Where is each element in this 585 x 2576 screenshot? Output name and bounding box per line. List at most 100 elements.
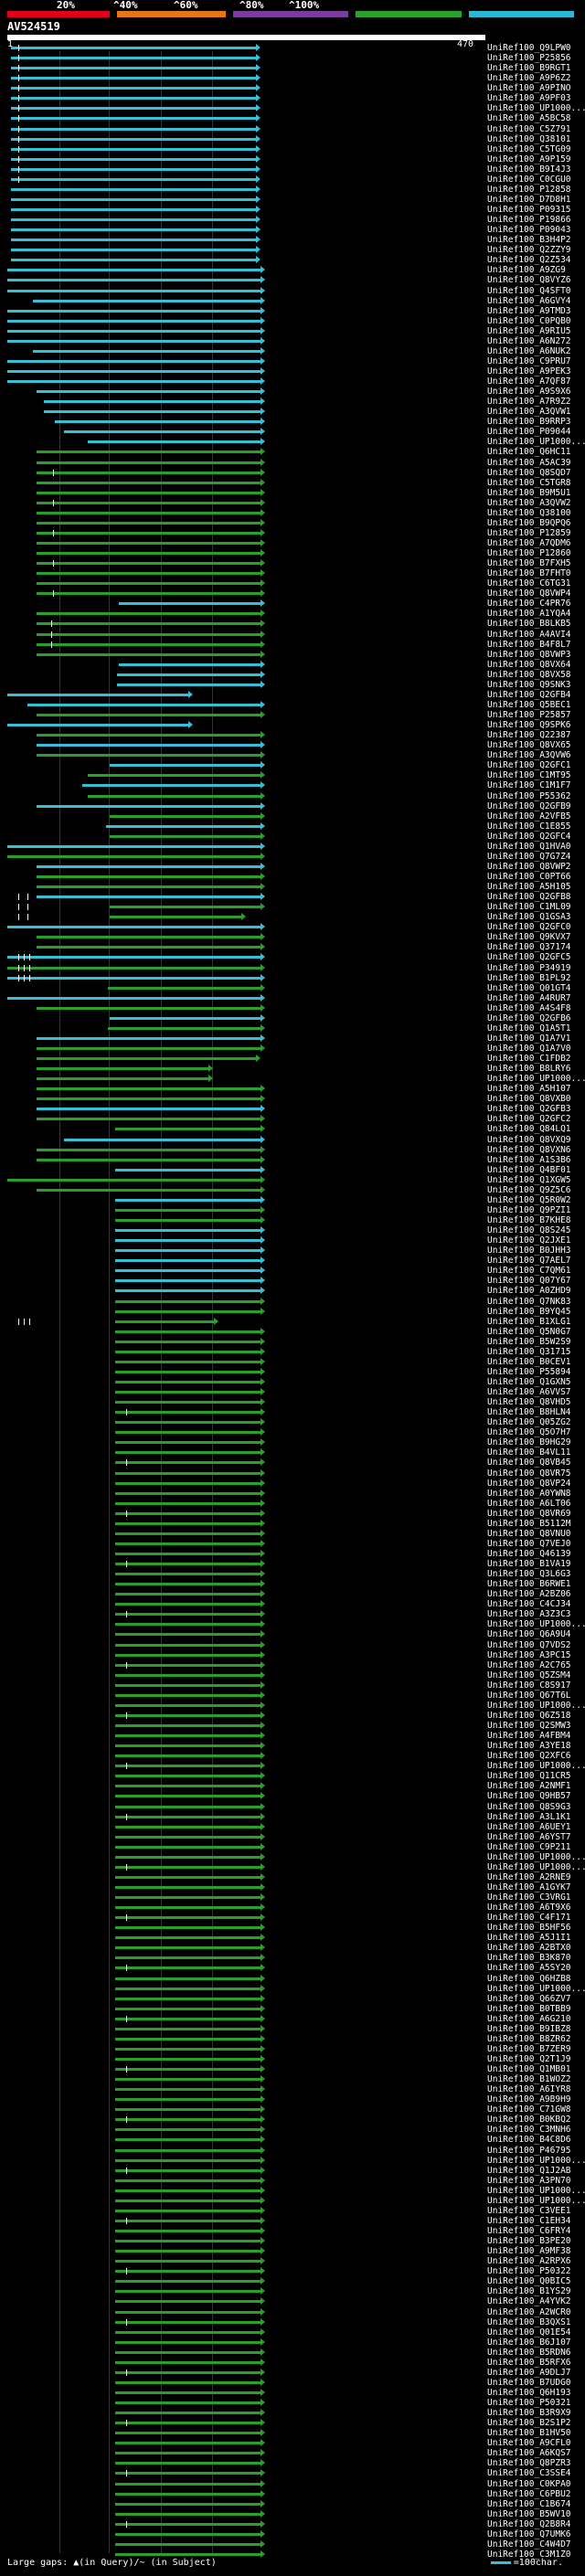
hit-alignment-bar[interactable] (115, 1693, 261, 1697)
hit-alignment-bar[interactable] (115, 2058, 261, 2061)
hit-label[interactable]: UniRef100_Q5ZSM4 (487, 1670, 571, 1680)
hit-label[interactable]: UniRef100_Q01GT4 (487, 982, 571, 993)
hit-row[interactable]: UniRef100_Q2GFB6 (0, 1013, 585, 1023)
hit-row[interactable]: UniRef100_Q2GFB3 (0, 1104, 585, 1114)
hit-alignment-bar[interactable] (37, 804, 261, 808)
hit-alignment-bar[interactable] (82, 784, 261, 788)
hit-alignment-bar[interactable] (115, 2482, 261, 2486)
hit-row[interactable]: UniRef100_P09044 (0, 427, 585, 437)
hit-row[interactable]: UniRef100_Q67T6L (0, 1691, 585, 1701)
hit-label[interactable]: UniRef100_B8LKB5 (487, 619, 571, 630)
hit-row[interactable]: UniRef100_A3QVW6 (0, 750, 585, 760)
hit-label[interactable]: UniRef100_Q6HC11 (487, 447, 571, 458)
hit-label[interactable]: UniRef100_Q38101 (487, 133, 571, 144)
hit-label[interactable]: UniRef100_Q5O7H7 (487, 1427, 571, 1438)
hit-row[interactable]: UniRef100_UP1000... (0, 1074, 585, 1084)
hit-alignment-bar[interactable] (115, 2390, 261, 2394)
hit-row[interactable]: UniRef100_P55894 (0, 1367, 585, 1377)
hit-row[interactable]: UniRef100_Q2GFC2 (0, 1114, 585, 1124)
hit-row[interactable]: UniRef100_Q2GFC4 (0, 832, 585, 842)
hit-alignment-bar[interactable] (115, 2037, 261, 2041)
hit-alignment-bar[interactable] (37, 642, 261, 646)
hit-row[interactable]: UniRef100_P46795 (0, 2146, 585, 2156)
hit-row[interactable]: UniRef100_B1HV50 (0, 2428, 585, 2438)
hit-row[interactable]: UniRef100_B7ZER9 (0, 2044, 585, 2054)
hit-alignment-bar[interactable] (115, 2240, 261, 2243)
hit-alignment-bar[interactable] (115, 1593, 261, 1596)
hit-row[interactable]: UniRef100_A4AVI4 (0, 630, 585, 640)
hit-label[interactable]: UniRef100_C7QM61 (487, 1266, 571, 1277)
hit-row[interactable]: UniRef100_C9PRU7 (0, 356, 585, 366)
hit-alignment-bar[interactable] (115, 2007, 261, 2010)
hit-label[interactable]: UniRef100_Q2GFB4 (487, 689, 571, 700)
hit-label[interactable]: UniRef100_Q67T6L (487, 1690, 571, 1701)
hit-alignment-bar[interactable] (115, 1471, 261, 1475)
hit-label[interactable]: UniRef100_A9PEK3 (487, 366, 571, 376)
hit-label[interactable]: UniRef100_B9QPQ6 (487, 517, 571, 528)
hit-label[interactable]: UniRef100_A9RIU5 (487, 325, 571, 336)
hit-alignment-bar[interactable] (115, 2168, 261, 2172)
hit-label[interactable]: UniRef100_B3R9X9 (487, 2408, 571, 2419)
hit-row[interactable]: UniRef100_UP1000... (0, 1761, 585, 1771)
hit-alignment-bar[interactable] (115, 1835, 261, 1839)
hit-label[interactable]: UniRef100_B0TBB9 (487, 2003, 571, 2014)
hit-alignment-bar[interactable] (37, 734, 261, 737)
hit-label[interactable]: UniRef100_C0PQB0 (487, 315, 571, 326)
hit-label[interactable]: UniRef100_A2BZ06 (487, 1589, 571, 1600)
hit-alignment-bar[interactable] (108, 1026, 261, 1030)
hit-row[interactable]: UniRef100_Q6HZB8 (0, 1974, 585, 1984)
hit-label[interactable]: UniRef100_C5TGR8 (487, 477, 571, 488)
hit-alignment-bar[interactable] (37, 390, 261, 394)
hit-row[interactable]: UniRef100_Q05ZG2 (0, 1417, 585, 1427)
hit-alignment-bar[interactable] (37, 552, 261, 556)
hit-row[interactable]: UniRef100_B1VA19 (0, 1559, 585, 1569)
hit-row[interactable]: UniRef100_A2WCR0 (0, 2307, 585, 2317)
hit-label[interactable]: UniRef100_Q6A9U4 (487, 1629, 571, 1640)
hit-alignment-bar[interactable] (115, 1896, 261, 1900)
hit-alignment-bar[interactable] (115, 2380, 261, 2384)
hit-row[interactable]: UniRef100_A0YWN8 (0, 1489, 585, 1499)
hit-label[interactable]: UniRef100_B3K870 (487, 1953, 571, 1964)
hit-alignment-bar[interactable] (115, 2178, 261, 2182)
hit-alignment-bar[interactable] (64, 1138, 261, 1141)
hit-alignment-bar[interactable] (11, 117, 256, 121)
hit-alignment-bar[interactable] (7, 1178, 261, 1182)
hit-label[interactable]: UniRef100_B4VL11 (487, 1447, 571, 1458)
hit-label[interactable]: UniRef100_B9RGT1 (487, 63, 571, 74)
hit-row[interactable]: UniRef100_A9B9H9 (0, 2094, 585, 2104)
hit-row[interactable]: UniRef100_B9RRP3 (0, 417, 585, 427)
hit-row[interactable]: UniRef100_C1B674 (0, 2499, 585, 2509)
hit-label[interactable]: UniRef100_A9DLJ7 (487, 2367, 571, 2378)
hit-alignment-bar[interactable] (11, 57, 256, 60)
hit-label[interactable]: UniRef100_C1B674 (487, 2498, 571, 2509)
hit-row[interactable]: UniRef100_B3K870 (0, 1953, 585, 1963)
hit-alignment-bar[interactable] (115, 1633, 261, 1637)
hit-row[interactable]: UniRef100_A2RNE9 (0, 1872, 585, 1882)
hit-row[interactable]: UniRef100_C4W4D7 (0, 2539, 585, 2549)
hit-label[interactable]: UniRef100_B5HF56 (487, 1923, 571, 1934)
hit-row[interactable]: UniRef100_D7D8H1 (0, 195, 585, 205)
hit-row[interactable]: UniRef100_B8LRY6 (0, 1064, 585, 1074)
hit-alignment-bar[interactable] (37, 946, 261, 949)
hit-alignment-bar[interactable] (115, 2492, 261, 2496)
hit-alignment-bar[interactable] (115, 1249, 261, 1253)
hit-alignment-bar[interactable] (7, 926, 261, 929)
hit-label[interactable]: UniRef100_A6YST7 (487, 1831, 571, 1842)
hit-alignment-bar[interactable] (115, 1603, 261, 1606)
hit-alignment-bar[interactable] (115, 1360, 261, 1363)
hit-row[interactable]: UniRef100_Q1XGW5 (0, 1175, 585, 1185)
hit-label[interactable]: UniRef100_B9IBZ8 (487, 2023, 571, 2034)
hit-row[interactable]: UniRef100_Q8VYZ6 (0, 275, 585, 285)
hit-row[interactable]: UniRef100_A6GVY4 (0, 296, 585, 306)
hit-label[interactable]: UniRef100_Q9SPK6 (487, 720, 571, 731)
hit-row[interactable]: UniRef100_B0JHH3 (0, 1246, 585, 1256)
hit-label[interactable]: UniRef100_D7D8H1 (487, 194, 571, 205)
hit-label[interactable]: UniRef100_A6GVY4 (487, 295, 571, 306)
hit-row[interactable]: UniRef100_A9MF38 (0, 2246, 585, 2256)
hit-label[interactable]: UniRef100_P09315 (487, 205, 571, 216)
hit-label[interactable]: UniRef100_Q6Z518 (487, 1710, 571, 1721)
hit-row[interactable]: UniRef100_A6VVS7 (0, 1387, 585, 1397)
hit-alignment-bar[interactable] (115, 1380, 261, 1383)
hit-row[interactable]: UniRef100_A1S3B6 (0, 1155, 585, 1165)
hit-row[interactable]: UniRef100_Q2XFC6 (0, 1751, 585, 1761)
